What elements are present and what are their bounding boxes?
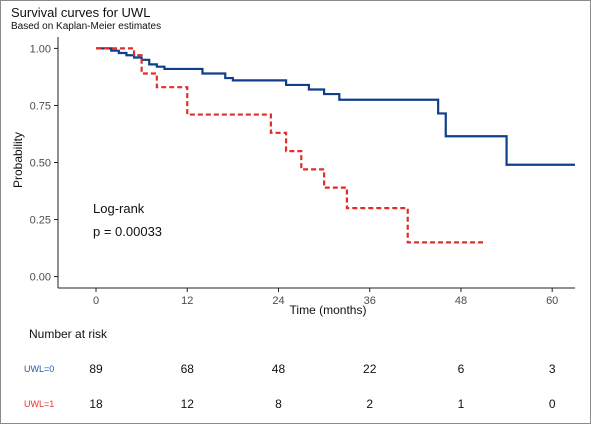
y-axis-label: Probability [11, 131, 25, 189]
risk-count: 68 [180, 362, 194, 376]
risk-count: 18 [89, 397, 103, 411]
risk-count: 2 [366, 397, 374, 411]
y-tick-label: 1.00 [30, 43, 51, 55]
x-tick-label: 48 [455, 295, 467, 307]
logrank-label: Log-rank [93, 201, 145, 216]
survival-curve-uwl0 [96, 47, 575, 166]
x-tick-label: 0 [93, 295, 99, 307]
y-tick-label: 0.75 [30, 100, 51, 112]
risk-count: 48 [271, 362, 286, 376]
risk-count: 0 [548, 397, 556, 411]
risk-count: 22 [363, 362, 377, 376]
chart-title: Survival curves for UWL [11, 5, 151, 20]
x-axis-label: Time (months) [289, 303, 367, 317]
pvalue-label: p = 0.00033 [93, 224, 163, 239]
y-tick-label: 0.00 [30, 272, 51, 284]
risk-count: 89 [89, 362, 103, 376]
risk-row-label-uwl1: UWL=1 [24, 399, 55, 409]
x-tick-label: 36 [364, 295, 376, 307]
y-tick-label: 0.50 [30, 158, 51, 170]
x-tick-label: 60 [546, 295, 558, 307]
y-tick-label: 0.25 [30, 215, 51, 227]
risk-count: 8 [275, 397, 282, 411]
risk-count: 1 [457, 397, 465, 411]
chart-subtitle: Based on Kaplan-Meier estimates [11, 21, 162, 32]
risk-count: 6 [457, 362, 465, 376]
risk-count: 3 [548, 362, 556, 376]
x-tick-label: 24 [272, 295, 284, 307]
risk-row-label-uwl0: UWL=0 [24, 364, 55, 374]
survival-curve-uwl1 [96, 47, 484, 244]
x-tick-label: 12 [181, 295, 193, 307]
risk-count: 12 [180, 397, 194, 411]
risk-table-title: Number at risk [29, 327, 108, 341]
